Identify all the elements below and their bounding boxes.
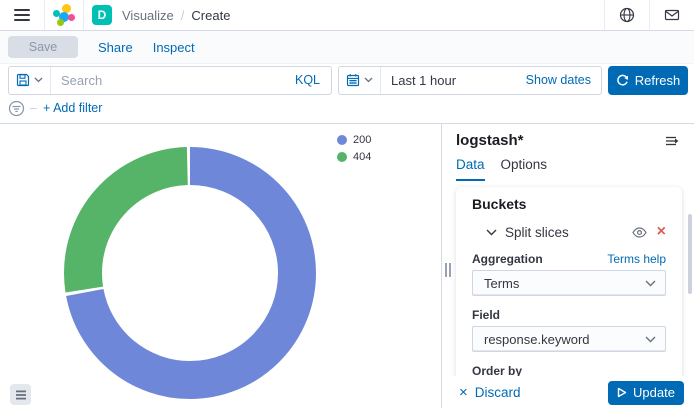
filter-divider (30, 107, 37, 109)
field-select-value: response.keyword (484, 331, 590, 347)
saved-query-menu-button[interactable] (9, 66, 51, 94)
discard-button[interactable]: × Discard (459, 385, 521, 400)
panel-resize-handle[interactable] (445, 263, 451, 277)
chevron-down-icon (645, 280, 656, 286)
refresh-label: Refresh (634, 72, 681, 88)
breadcrumb-visualize[interactable]: Visualize (122, 7, 174, 23)
legend-toggle-button[interactable] (10, 384, 31, 405)
header-breadcrumb-section: D Visualize / Create (83, 0, 238, 30)
chevron-down-icon (364, 77, 373, 83)
breadcrumb-separator: / (180, 7, 185, 23)
inspect-button[interactable]: Inspect (152, 39, 195, 55)
chevron-down-icon (645, 336, 656, 342)
aggregation-label-row: Aggregation Terms help (472, 252, 666, 266)
visualization-editor-panel: logstash* Data Options Buckets (441, 124, 694, 408)
globe-icon (619, 7, 635, 23)
legend-dot (337, 135, 347, 145)
legend-label: 404 (353, 151, 372, 163)
field-select[interactable]: response.keyword (472, 326, 666, 352)
aggregation-select[interactable]: Terms (472, 270, 666, 296)
tab-options[interactable]: Options (500, 157, 548, 172)
menu-button[interactable] (8, 0, 36, 30)
field-label: Field (472, 308, 501, 322)
main-content: 200 404 logstash* (0, 124, 694, 408)
field-label-row: Field (472, 308, 666, 322)
calendar-icon (346, 74, 360, 87)
header-logo-section (44, 0, 83, 30)
legend-label: 200 (353, 134, 372, 146)
show-dates-button[interactable]: Show dates (525, 73, 591, 87)
header-menu-section (0, 0, 44, 30)
mail-button[interactable] (649, 0, 694, 30)
share-button[interactable]: Share (98, 39, 133, 55)
index-pattern-title: logstash* (456, 132, 524, 149)
refresh-icon (616, 74, 628, 86)
header-right-section (604, 0, 694, 30)
hamburger-icon (14, 9, 30, 21)
buckets-card: Buckets Split slices × Agg (456, 187, 682, 382)
discard-label: Discard (474, 385, 521, 400)
app-header: D Visualize / Create (0, 0, 694, 31)
panel-header: logstash* (456, 132, 682, 149)
visualize-toolbar: Save Share Inspect (0, 31, 694, 64)
eye-icon[interactable] (631, 226, 647, 238)
split-slices-accordion[interactable]: Split slices × (472, 224, 666, 240)
remove-bucket-icon[interactable]: × (656, 223, 666, 240)
chart-legend: 200 404 (337, 134, 371, 163)
panel-footer: × Discard Update (443, 376, 694, 408)
space-badge[interactable]: D (92, 5, 112, 25)
kql-button[interactable]: KQL (294, 73, 320, 87)
panel-scrollbar[interactable] (688, 214, 692, 294)
date-picker-group: Last 1 hour Show dates (338, 65, 602, 95)
breadcrumb: Visualize / Create (112, 8, 230, 23)
play-icon (617, 387, 627, 398)
legend-dot (337, 152, 347, 162)
search-bar-group: KQL (8, 65, 332, 95)
collapse-panel-button[interactable] (663, 133, 682, 149)
save-button[interactable]: Save (8, 36, 78, 58)
search-input[interactable] (51, 72, 284, 88)
chevron-down-icon (34, 77, 43, 83)
legend-item-200[interactable]: 200 (337, 134, 371, 146)
legend-item-404[interactable]: 404 (337, 151, 371, 163)
date-quick-menu-button[interactable] (339, 66, 381, 94)
time-range-value[interactable]: Last 1 hour (391, 72, 457, 88)
editor-tabs: Data Options (456, 157, 682, 181)
query-bar: KQL Last 1 hour S (0, 65, 694, 95)
refresh-button[interactable]: Refresh (608, 65, 688, 95)
tab-data[interactable]: Data (456, 157, 485, 181)
donut-chart (64, 147, 316, 399)
aggregation-label: Aggregation (472, 252, 543, 266)
chevron-down-icon (486, 229, 497, 235)
update-label: Update (633, 385, 675, 400)
filter-bar: + Add filter (0, 95, 694, 119)
breadcrumb-create: Create (191, 7, 231, 23)
order-by-label-row: Order by (472, 364, 666, 378)
cross-icon: × (459, 384, 468, 401)
aggregation-select-value: Terms (484, 275, 520, 291)
help-button[interactable] (604, 0, 649, 30)
buckets-title: Buckets (472, 196, 527, 212)
terms-help-link[interactable]: Terms help (607, 252, 666, 266)
menu-right-icon (666, 136, 679, 145)
split-slices-label: Split slices (505, 224, 569, 240)
pie-slice-200[interactable] (64, 147, 316, 399)
order-by-label: Order by (472, 364, 523, 378)
envelope-icon (664, 9, 680, 21)
query-section: KQL Last 1 hour S (0, 65, 694, 124)
pie-slice-404[interactable] (64, 147, 316, 399)
floppy-disk-icon (16, 73, 30, 87)
pie-chart-area: 200 404 (0, 124, 441, 408)
list-icon (15, 390, 26, 399)
update-button[interactable]: Update (608, 380, 684, 405)
elastic-logo[interactable] (53, 4, 75, 26)
filter-circle-icon[interactable] (8, 100, 25, 117)
add-filter-button[interactable]: + Add filter (43, 101, 103, 115)
